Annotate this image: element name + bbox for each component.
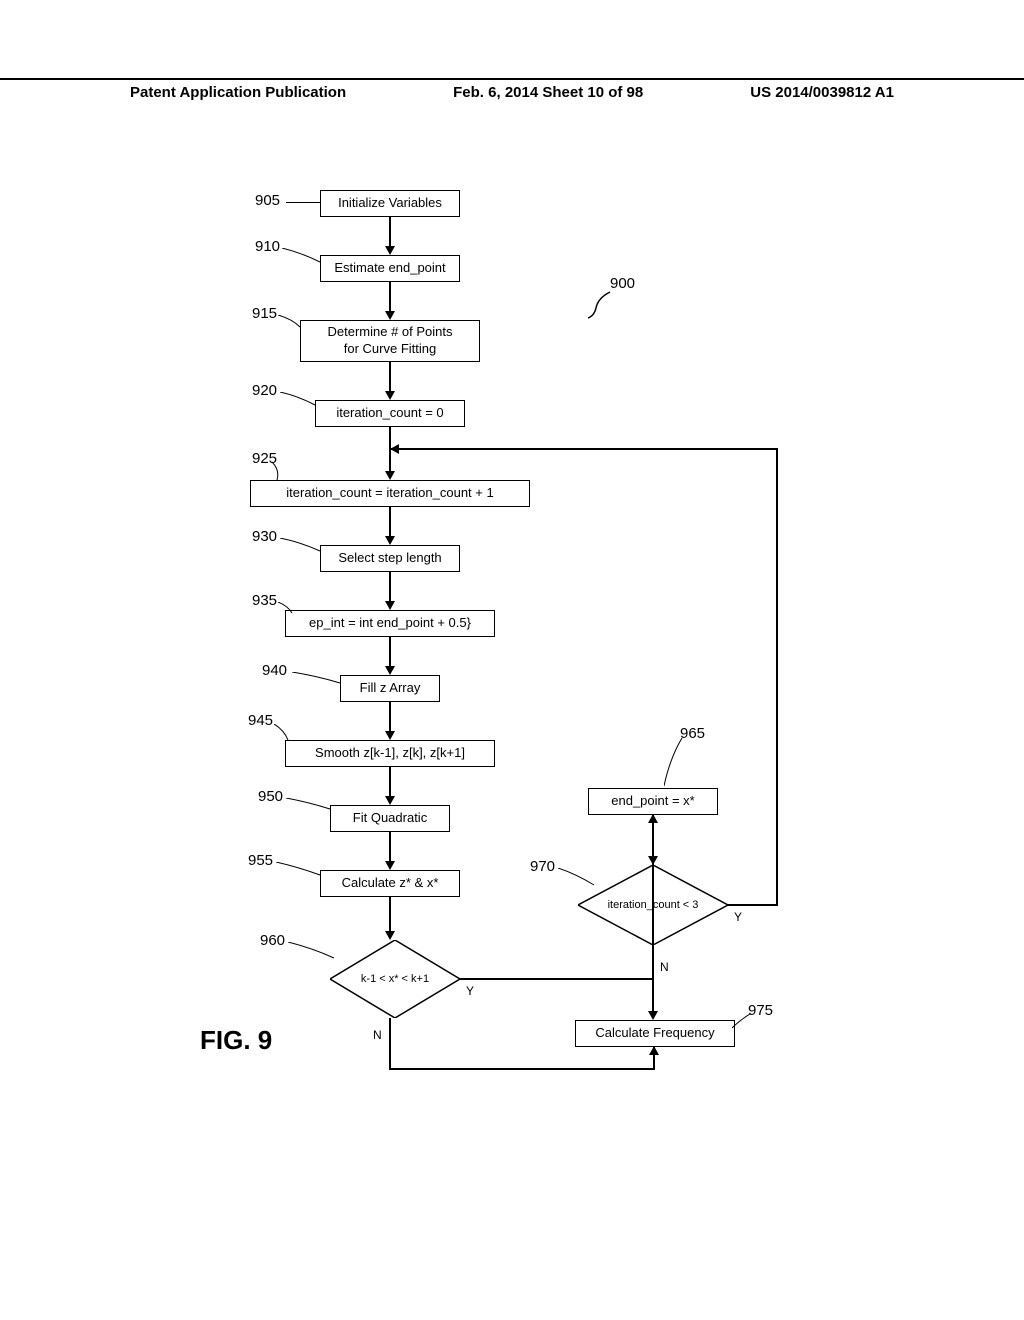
header-left: Patent Application Publication <box>130 84 346 101</box>
leader-910 <box>282 248 322 266</box>
label-970-Y: Y <box>734 910 742 924</box>
leader-905 <box>286 202 320 203</box>
edge-955-960 <box>389 896 391 933</box>
ref-950: 950 <box>258 788 283 805</box>
edge-965-970 <box>652 814 654 858</box>
box-940: Fill z Array <box>340 675 440 702</box>
ref-920: 920 <box>252 382 277 399</box>
header-center: Feb. 6, 2014 Sheet 10 of 98 <box>453 84 643 101</box>
box-945: Smooth z[k-1], z[k], z[k+1] <box>285 740 495 767</box>
edge-915-920 <box>389 362 391 393</box>
figure-label: FIG. 9 <box>200 1025 272 1056</box>
leader-975 <box>732 1014 752 1030</box>
edge-960-975-v1 <box>389 1018 391 1070</box>
edge-960-965-h <box>460 978 654 980</box>
leader-915 <box>278 315 306 331</box>
box-955: Calculate z* & x* <box>320 870 460 897</box>
ref-940: 940 <box>262 662 287 679</box>
box-910: Estimate end_point <box>320 255 460 282</box>
ref-900-leader <box>588 290 618 320</box>
ref-910: 910 <box>255 238 280 255</box>
label-970-N: N <box>660 960 669 974</box>
box-930: Select step length <box>320 545 460 572</box>
ref-935: 935 <box>252 592 277 609</box>
edge-930-935 <box>389 571 391 603</box>
page-header: Patent Application Publication Feb. 6, 2… <box>0 78 1024 101</box>
leader-945 <box>274 724 294 744</box>
edge-950-955 <box>389 831 391 863</box>
flowchart: 900 Initialize Variables 905 Estimate en… <box>0 170 1024 1270</box>
label-960-Y: Y <box>466 984 474 998</box>
edge-935-940 <box>389 636 391 668</box>
ref-955: 955 <box>248 852 273 869</box>
edge-910-915 <box>389 281 391 313</box>
box-920: iteration_count = 0 <box>315 400 465 427</box>
diamond-960: k-1 < x* < k+1 <box>330 940 460 1018</box>
box-935: ep_int = int end_point + 0.5} <box>285 610 495 637</box>
leader-965 <box>664 738 686 788</box>
edge-945-950 <box>389 766 391 798</box>
label-960-N: N <box>373 1028 382 1042</box>
box-950: Fit Quadratic <box>330 805 450 832</box>
edge-960-975-h <box>389 1068 655 1070</box>
leader-955 <box>276 862 322 878</box>
leader-940 <box>292 672 342 686</box>
ref-960: 960 <box>260 932 285 949</box>
edge-970-loop-v <box>776 448 778 906</box>
edge-925-930 <box>389 506 391 538</box>
ref-930: 930 <box>252 528 277 545</box>
box-905: Initialize Variables <box>320 190 460 217</box>
edge-970-975 <box>652 945 654 1013</box>
leader-935 <box>278 602 298 616</box>
leader-950 <box>286 798 332 812</box>
ref-970: 970 <box>530 858 555 875</box>
box-925: iteration_count = iteration_count + 1 <box>250 480 530 507</box>
ref-915: 915 <box>252 305 277 322</box>
edge-940-945 <box>389 701 391 733</box>
leader-920 <box>280 392 318 408</box>
header-right: US 2014/0039812 A1 <box>750 84 894 101</box>
edge-905-910 <box>389 216 391 248</box>
ref-945: 945 <box>248 712 273 729</box>
leader-970 <box>558 868 596 888</box>
leader-960 <box>288 942 336 962</box>
edge-970-loop-h2 <box>390 448 778 450</box>
leader-930 <box>280 538 322 554</box>
ref-905: 905 <box>255 192 280 209</box>
box-965: end_point = x* <box>588 788 718 815</box>
leader-925 <box>272 462 292 482</box>
edge-970-loop-h1 <box>728 904 778 906</box>
box-915: Determine # of Points for Curve Fitting <box>300 320 480 362</box>
box-975: Calculate Frequency <box>575 1020 735 1047</box>
